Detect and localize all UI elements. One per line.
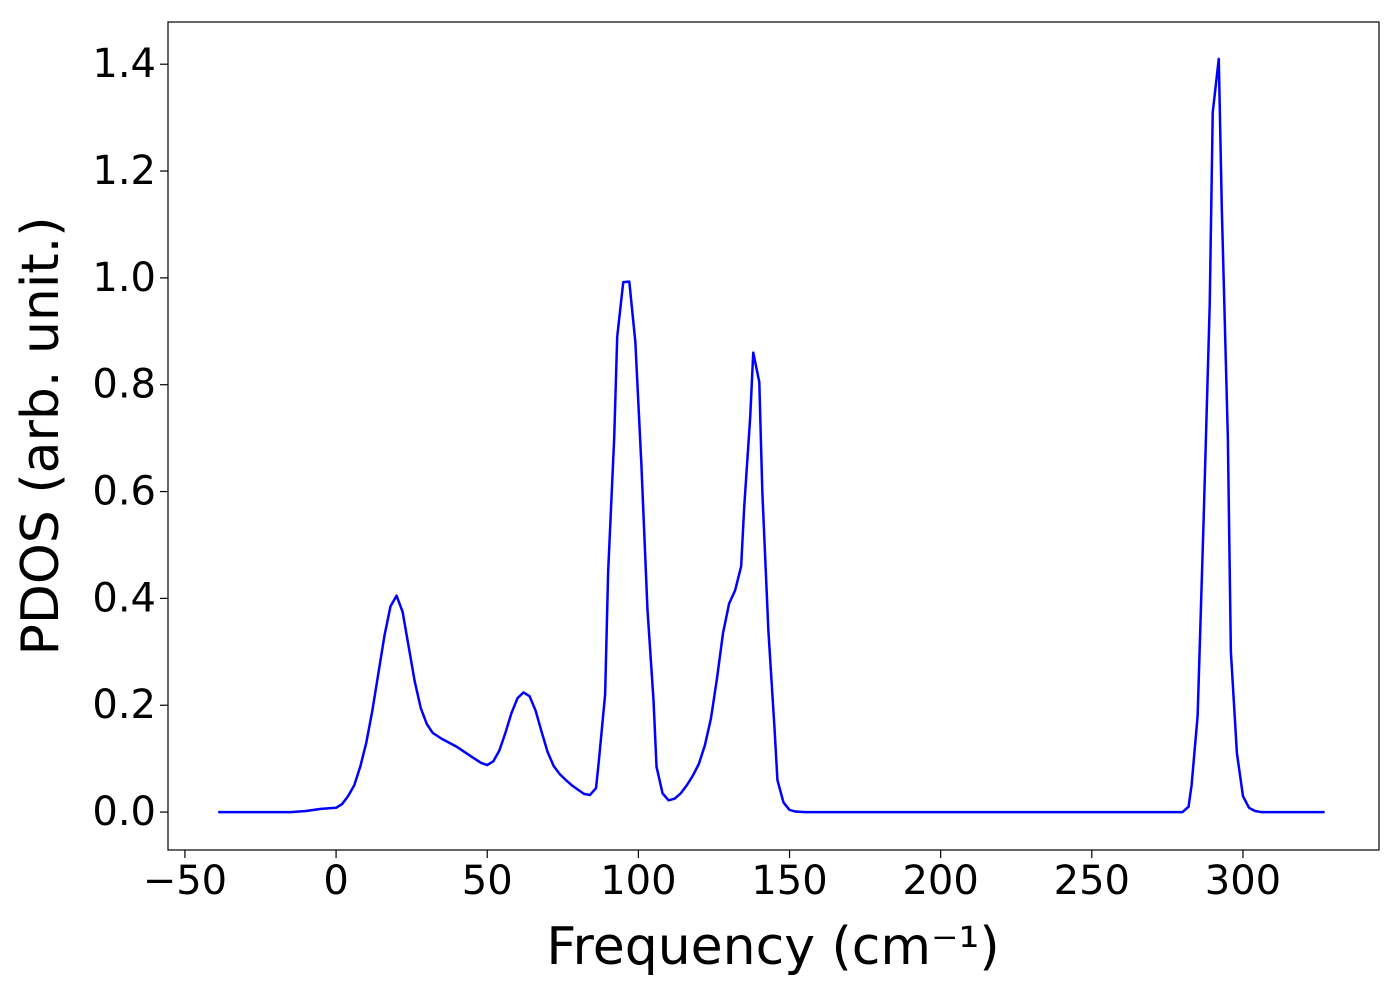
x-tick-label: 50 <box>462 858 513 904</box>
x-tick-label: 250 <box>1054 858 1130 904</box>
y-tick-label: 0.4 <box>92 575 156 621</box>
plot-frame <box>167 21 1380 851</box>
x-tick-label: 0 <box>323 858 348 904</box>
x-tick-label: 300 <box>1205 858 1281 904</box>
x-tick-label: 150 <box>751 858 827 904</box>
y-tick-label: 0.6 <box>92 469 156 515</box>
y-tick-label: 1.0 <box>92 255 156 301</box>
x-axis-label: Frequency (cm⁻¹) <box>546 917 999 977</box>
y-tick-label: 1.2 <box>92 148 156 194</box>
y-tick-label: 0.0 <box>92 789 156 835</box>
y-tick-label: 0.8 <box>92 362 156 408</box>
x-tick-label: −50 <box>143 858 227 904</box>
y-tick-label: 0.2 <box>92 682 156 728</box>
y-axis-label: PDOS (arb. unit.) <box>11 216 71 655</box>
x-tick-label: 100 <box>600 858 676 904</box>
y-tick-label: 1.4 <box>92 41 156 87</box>
data-line <box>218 57 1325 814</box>
x-tick-label: 200 <box>902 858 978 904</box>
